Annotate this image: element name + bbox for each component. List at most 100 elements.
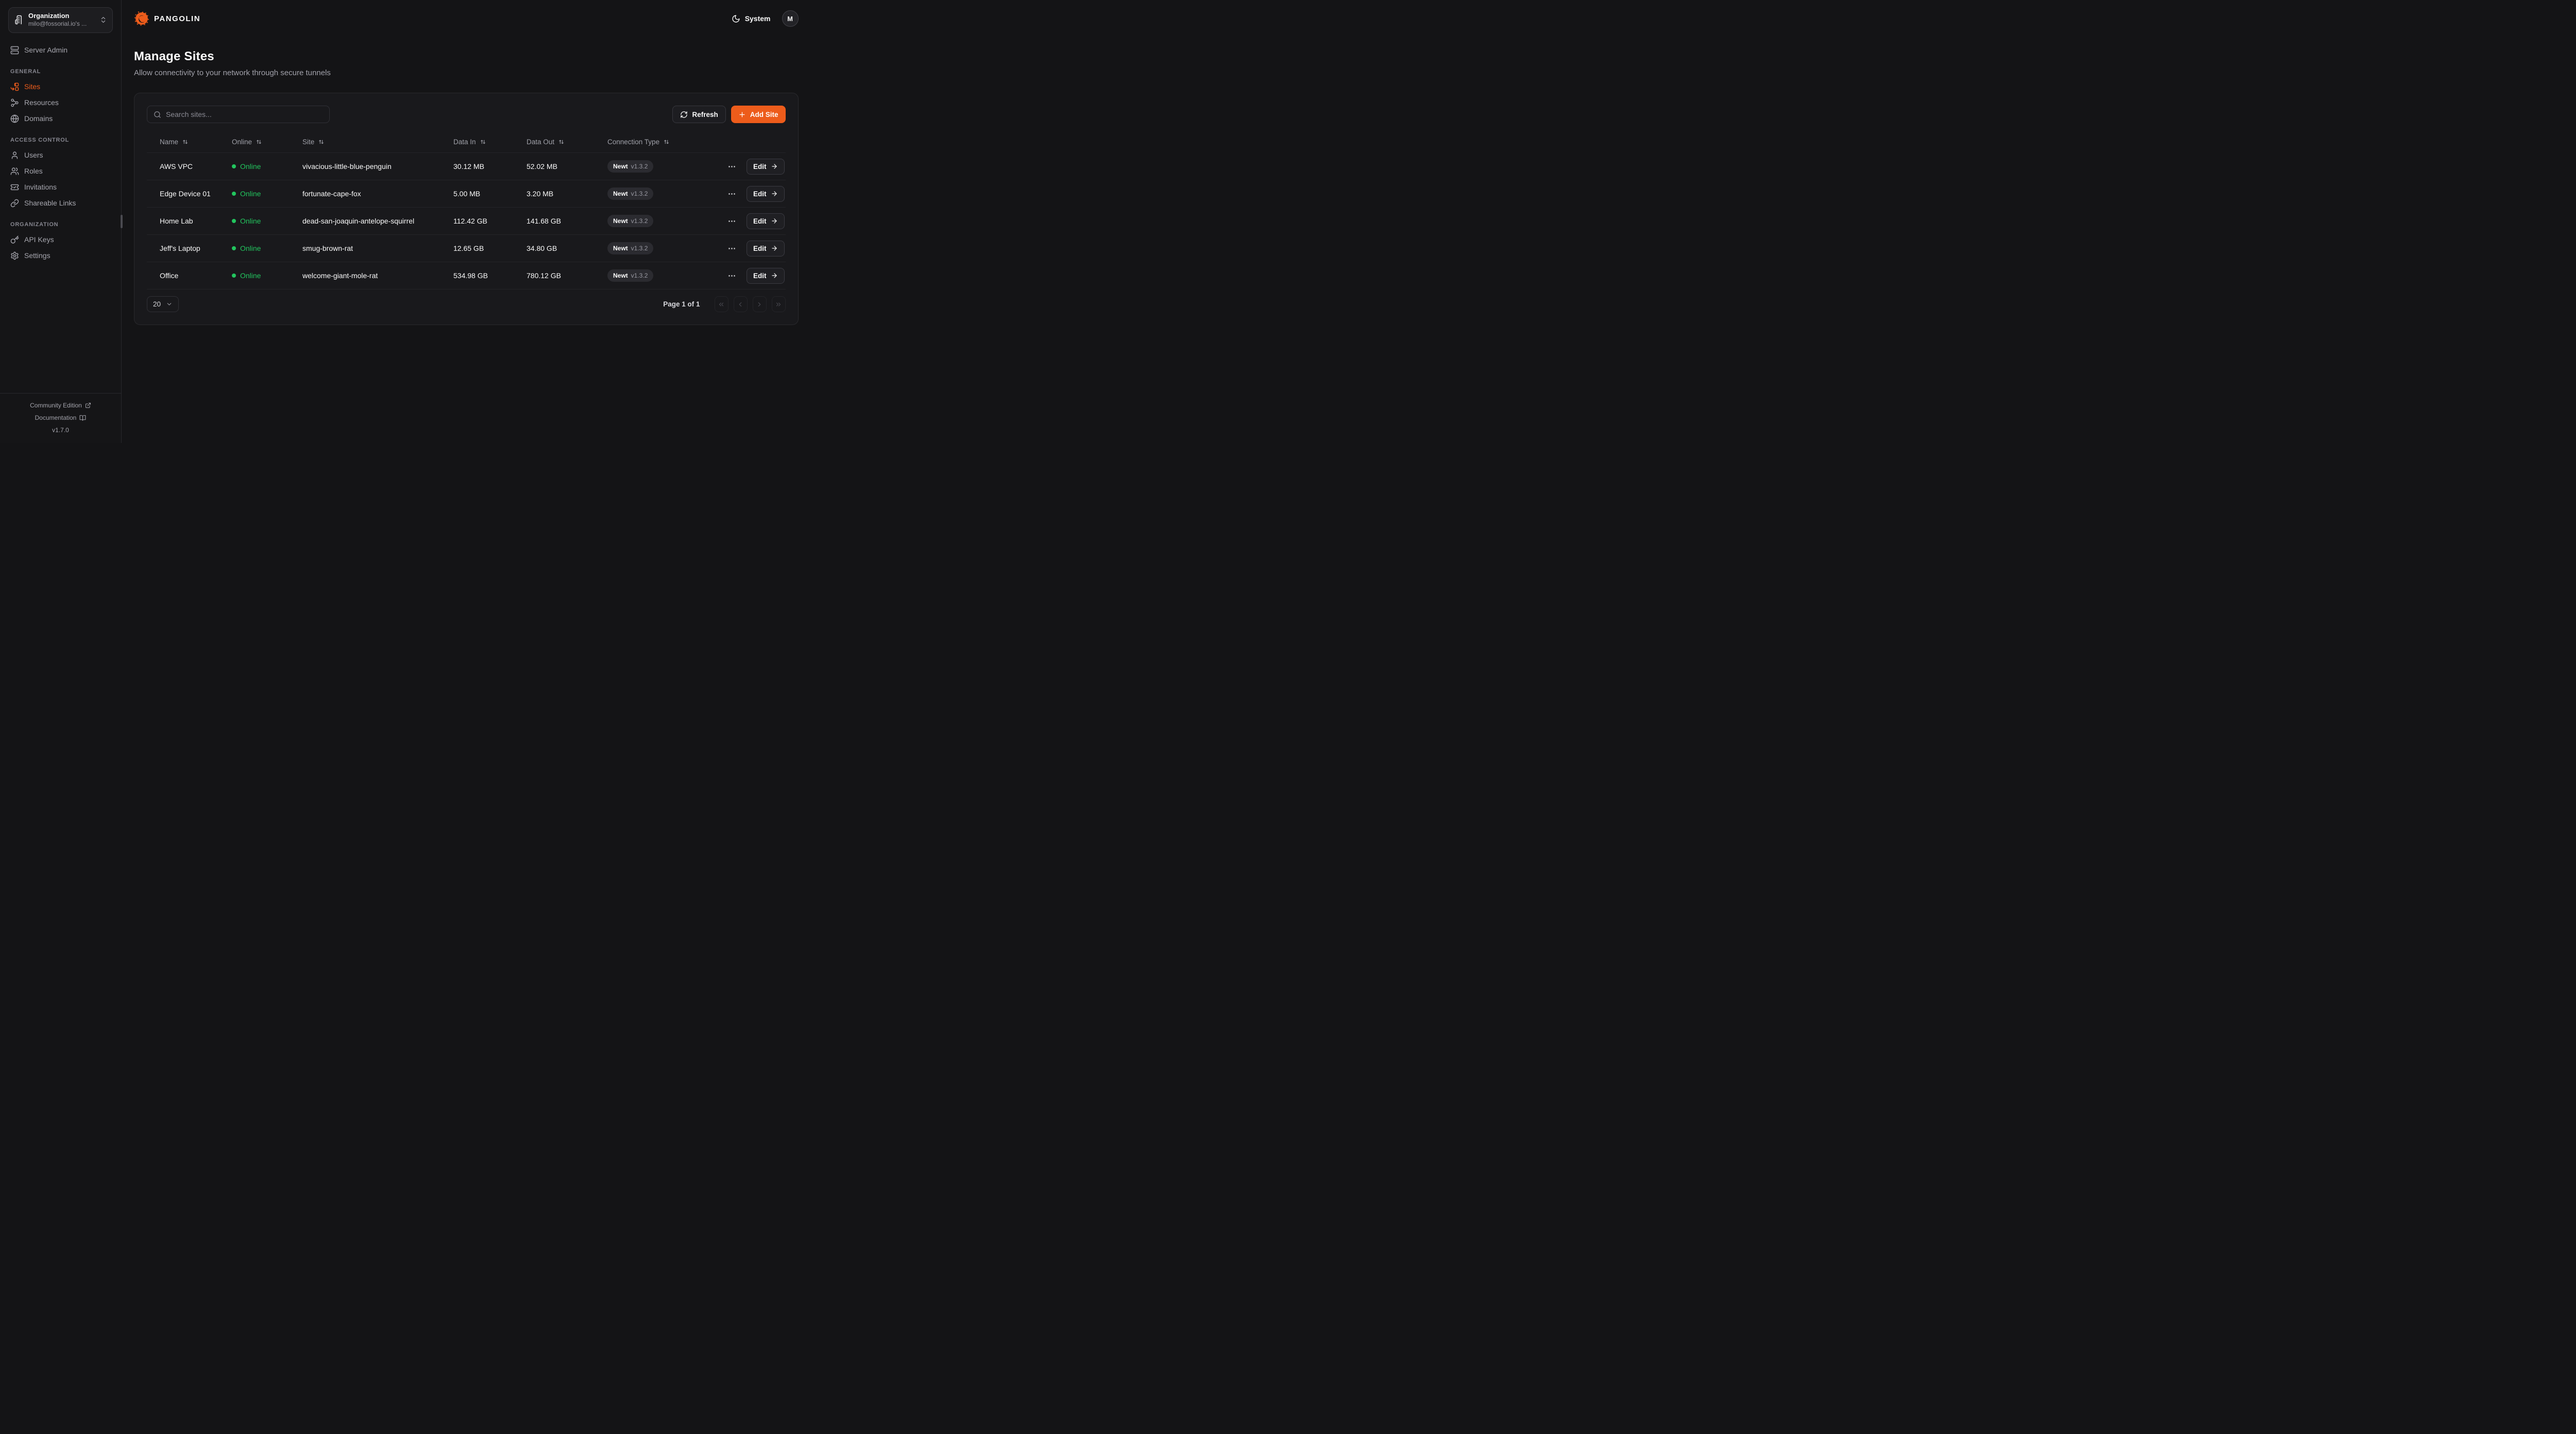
online-status: Online <box>240 271 261 280</box>
sidebar-item-sites[interactable]: Sites <box>6 79 115 95</box>
section-label-general: GENERAL <box>10 68 41 75</box>
sidebar-item-invitations[interactable]: Invitations <box>6 179 115 195</box>
theme-toggle[interactable]: System <box>732 14 771 23</box>
share-icon <box>10 98 19 107</box>
sidebar-footer: Community Edition Documentation v1.7.0 <box>0 393 121 443</box>
sidebar-item-shareable-links[interactable]: Shareable Links <box>6 195 115 211</box>
avatar[interactable]: M <box>782 10 799 27</box>
sidebar-item-api-keys[interactable]: API Keys <box>6 232 115 248</box>
gear-icon <box>10 251 19 260</box>
column-header-connection-type[interactable]: Connection Type <box>607 138 726 146</box>
last-page-button[interactable] <box>771 296 786 312</box>
data-out: 34.80 GB <box>527 244 557 252</box>
pagination: 20 Page 1 of 1 <box>147 296 786 312</box>
plus-icon <box>738 111 746 118</box>
building-icon <box>14 15 24 25</box>
topbar: PANGOLIN System M <box>122 0 811 37</box>
arrow-right-icon <box>771 163 778 170</box>
ticket-check-icon <box>10 183 19 192</box>
column-header-data-in[interactable]: Data In <box>453 138 527 146</box>
sidebar-item-resources[interactable]: Resources <box>6 95 115 111</box>
sort-icon <box>663 139 670 145</box>
refresh-icon <box>680 111 688 118</box>
chevron-right-icon <box>756 301 763 308</box>
sidebar-item-label: Domains <box>24 114 53 123</box>
sidebar-item-settings[interactable]: Settings <box>6 248 115 264</box>
site-slug: dead-san-joaquin-antelope-squirrel <box>302 217 415 225</box>
column-header-data-out[interactable]: Data Out <box>527 138 607 146</box>
site-slug: welcome-giant-mole-rat <box>302 271 378 280</box>
sidebar-item-label: Sites <box>24 82 41 91</box>
online-dot <box>232 219 236 223</box>
page-title: Manage Sites <box>134 49 214 63</box>
online-dot <box>232 274 236 278</box>
sidebar-item-roles[interactable]: Roles <box>6 163 115 179</box>
globe-icon <box>10 114 19 123</box>
sidebar-item-users[interactable]: Users <box>6 147 115 163</box>
edit-button[interactable]: Edit <box>747 185 785 202</box>
sidebar-item-label: Invitations <box>24 182 57 191</box>
edit-button[interactable]: Edit <box>747 158 785 175</box>
server-icon <box>10 46 19 55</box>
online-status: Online <box>240 162 261 170</box>
data-in: 534.98 GB <box>453 271 488 280</box>
prev-page-button[interactable] <box>733 296 748 312</box>
column-header-online[interactable]: Online <box>232 138 302 146</box>
edit-button[interactable]: Edit <box>747 213 785 229</box>
brand-name: PANGOLIN <box>154 14 201 23</box>
chevrons-right-icon <box>775 301 782 308</box>
table-row: Edge Device 01 Online fortunate-cape-fox… <box>147 180 786 208</box>
sidebar-resize-handle[interactable] <box>121 215 123 228</box>
edit-button[interactable]: Edit <box>747 240 785 257</box>
sort-icon <box>256 139 262 145</box>
connection-type-badge: Newt v1.3.2 <box>607 269 654 282</box>
book-open-icon <box>79 415 86 421</box>
sidebar-nav: Server Admin GENERAL Sites Resources Dom… <box>0 38 121 264</box>
sidebar-item-label: API Keys <box>24 235 54 244</box>
column-header-name[interactable]: Name <box>160 138 232 146</box>
data-out: 52.02 MB <box>527 162 557 170</box>
org-switcher[interactable]: Organization milo@fossorial.io's ... <box>8 7 113 33</box>
data-in: 12.65 GB <box>453 244 484 252</box>
sidebar-item-server-admin[interactable]: Server Admin <box>6 42 115 58</box>
data-out: 141.68 GB <box>527 217 561 225</box>
online-dot <box>232 164 236 168</box>
org-label: Organization <box>28 12 70 20</box>
sort-icon <box>558 139 565 145</box>
row-menu-button[interactable]: ⋯ <box>726 214 738 228</box>
brand: PANGOLIN <box>134 11 200 26</box>
online-dot <box>232 246 236 250</box>
column-header-site[interactable]: Site <box>302 138 453 146</box>
app-version: v1.7.0 <box>52 426 69 434</box>
site-name: Edge Device 01 <box>160 190 211 198</box>
documentation-link[interactable]: Documentation <box>0 412 121 424</box>
row-menu-button[interactable]: ⋯ <box>726 187 738 200</box>
theme-label: System <box>744 14 771 23</box>
sidebar-item-label: Resources <box>24 98 59 107</box>
add-site-button[interactable]: Add Site <box>731 106 786 123</box>
site-slug: fortunate-cape-fox <box>302 190 361 198</box>
page-size-select[interactable]: 20 <box>147 296 179 312</box>
connection-type-badge: Newt v1.3.2 <box>607 187 654 200</box>
table-row: Office Online welcome-giant-mole-rat 534… <box>147 262 786 289</box>
search-input[interactable] <box>166 110 323 118</box>
next-page-button[interactable] <box>752 296 767 312</box>
row-menu-button[interactable]: ⋯ <box>726 269 738 282</box>
sidebar-item-domains[interactable]: Domains <box>6 111 115 127</box>
community-edition-link[interactable]: Community Edition <box>0 399 121 412</box>
site-slug: smug-brown-rat <box>302 244 353 252</box>
connection-type-badge: Newt v1.3.2 <box>607 215 654 227</box>
sort-icon <box>318 139 325 145</box>
row-menu-button[interactable]: ⋯ <box>726 160 738 173</box>
refresh-button[interactable]: Refresh <box>672 106 726 123</box>
row-menu-button[interactable]: ⋯ <box>726 242 738 255</box>
sidebar: Organization milo@fossorial.io's ... Ser… <box>0 0 122 443</box>
data-in: 30.12 MB <box>453 162 484 170</box>
edit-button[interactable]: Edit <box>747 267 785 284</box>
add-site-label: Add Site <box>750 110 778 118</box>
moon-icon <box>732 14 740 23</box>
arrow-right-icon <box>771 272 778 279</box>
refresh-label: Refresh <box>692 110 718 118</box>
site-name: AWS VPC <box>160 162 193 170</box>
first-page-button[interactable] <box>714 296 728 312</box>
